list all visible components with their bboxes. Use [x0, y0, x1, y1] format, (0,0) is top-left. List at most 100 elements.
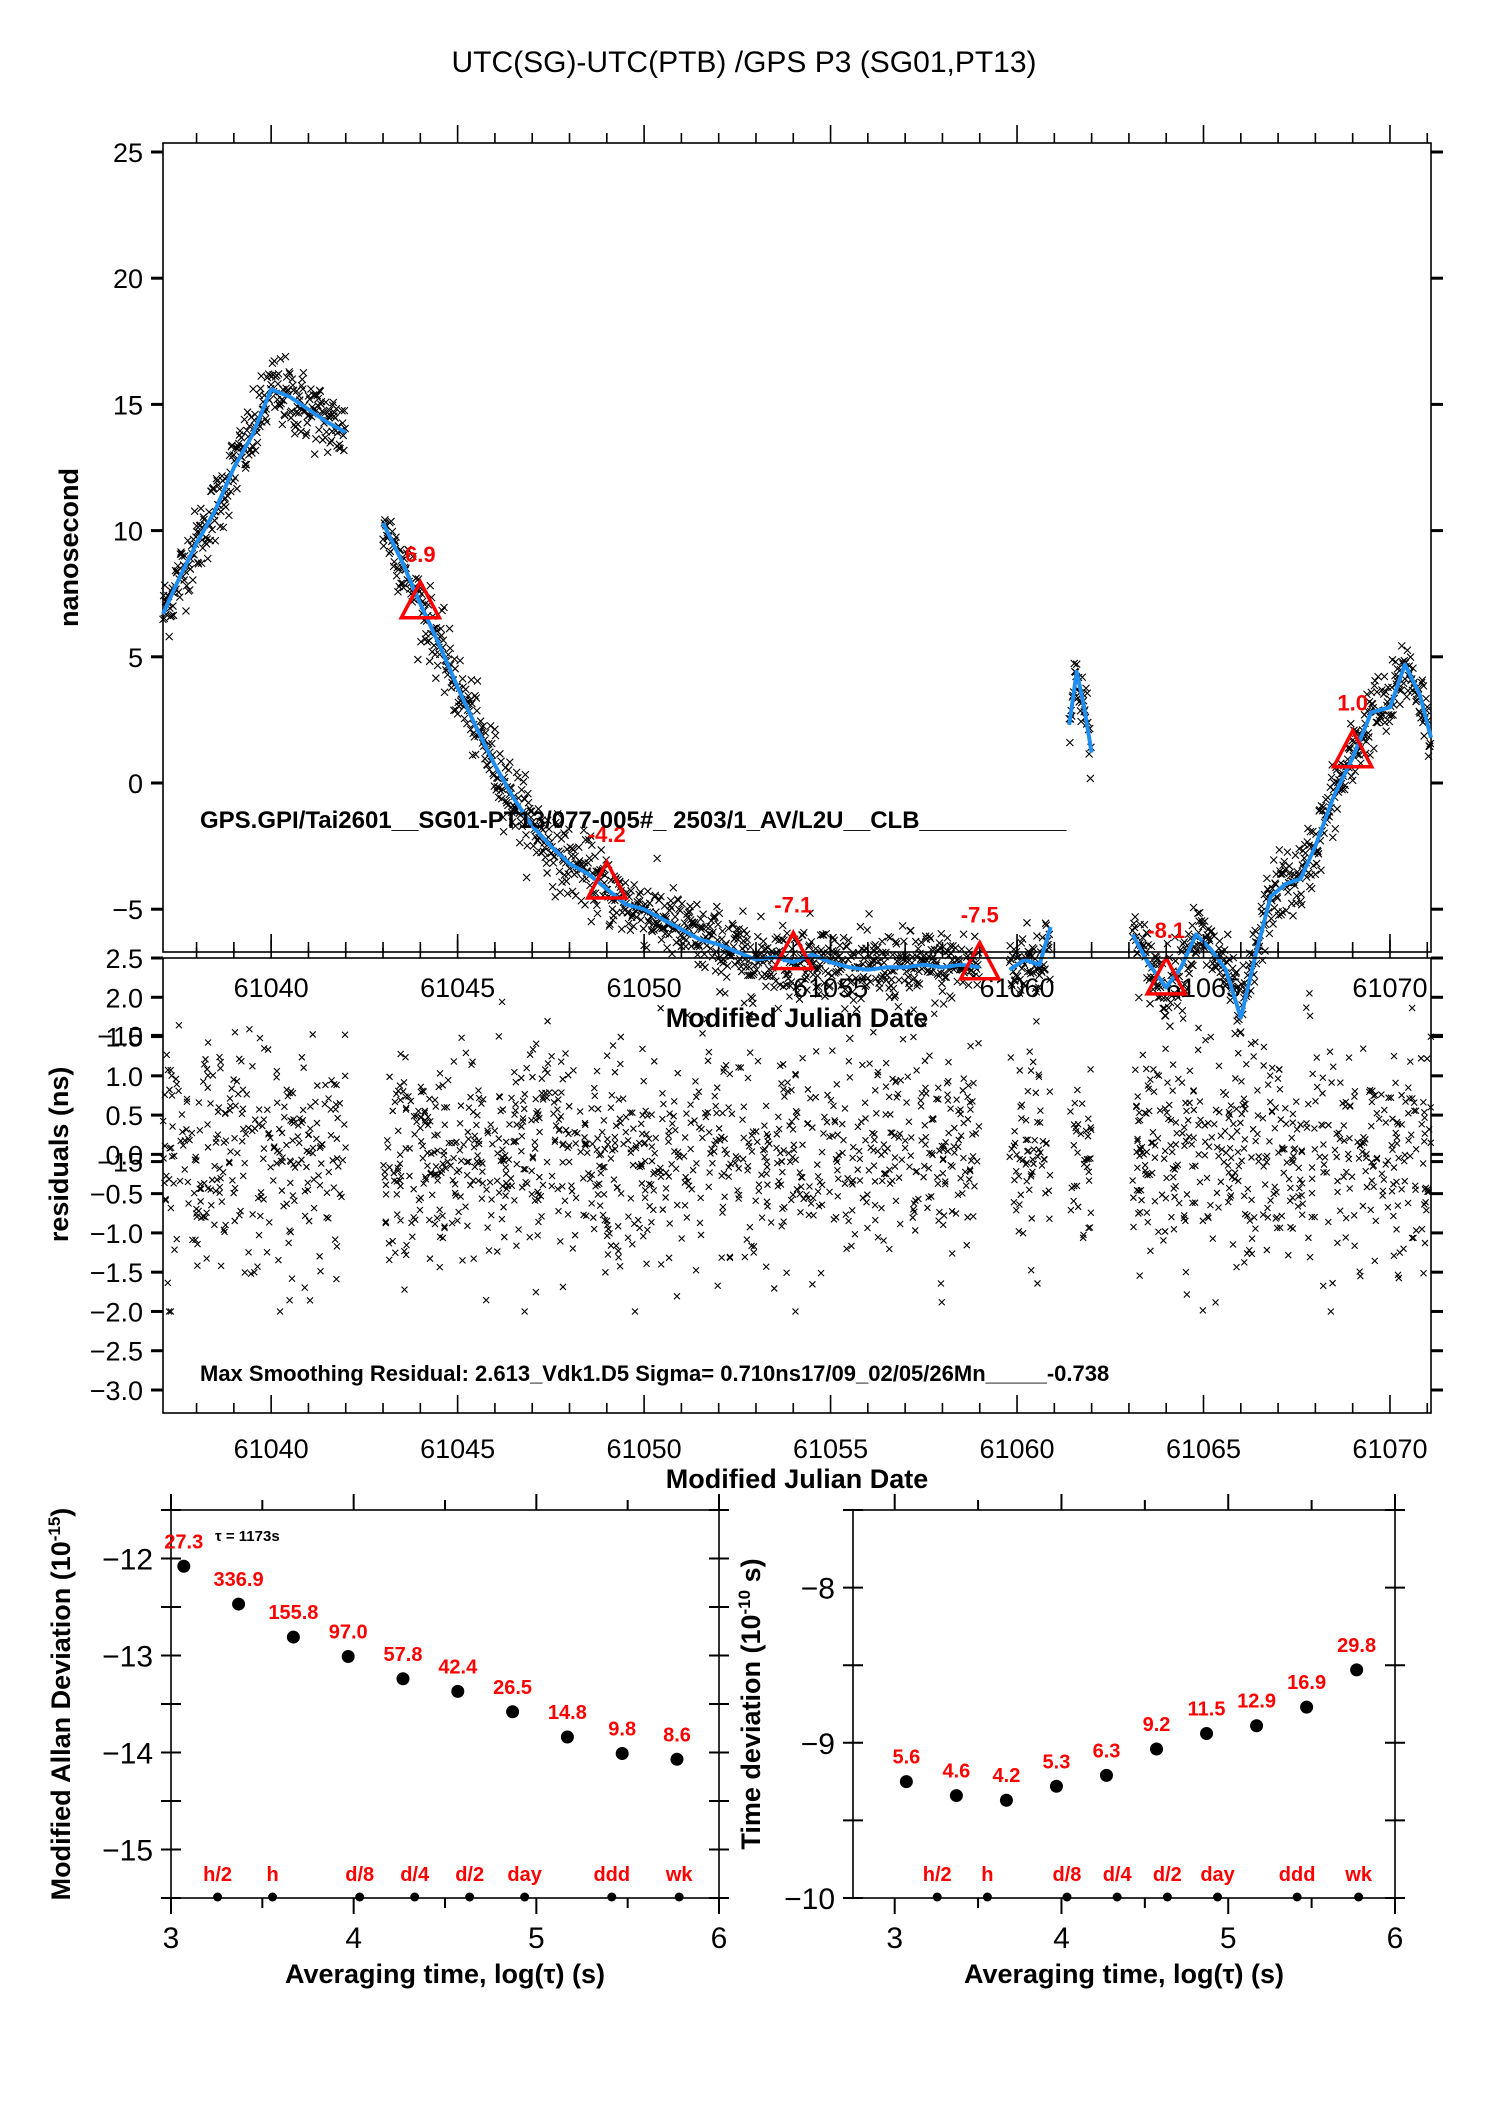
residual-point [687, 1119, 695, 1127]
data-point [797, 980, 806, 988]
data-point [819, 931, 828, 939]
residual-point [184, 1178, 192, 1186]
residual-point [384, 1144, 392, 1151]
data-point [518, 822, 527, 831]
residual-point [603, 1221, 611, 1229]
residual-point [260, 1145, 268, 1153]
residual-point [212, 1139, 220, 1146]
residual-point [610, 1176, 618, 1184]
data-point [678, 899, 686, 908]
residual-point [456, 1146, 464, 1154]
residual-point [799, 1054, 806, 1062]
residual-point [683, 1110, 690, 1118]
data-point [973, 980, 982, 989]
residual-point [744, 1074, 752, 1082]
data-point [887, 975, 896, 984]
residual-point [498, 1215, 506, 1223]
residual-point [1326, 1048, 1334, 1056]
deviation-point [177, 1559, 191, 1573]
residual-point [880, 1237, 888, 1244]
data-point [724, 924, 733, 933]
residual-point [1246, 1217, 1254, 1225]
data-point [1086, 774, 1095, 783]
residual-point [432, 1163, 440, 1170]
residual-point [877, 1151, 885, 1159]
residual-point [231, 1217, 239, 1225]
residual-point [962, 1182, 970, 1189]
residual-point [952, 1210, 960, 1217]
residual-point [1394, 1120, 1402, 1128]
residual-point [763, 1170, 770, 1178]
residual-point [1264, 1204, 1271, 1212]
residual-point [203, 1065, 211, 1073]
data-point [417, 637, 425, 646]
x-axis-title: Modified Julian Date [666, 1003, 929, 1033]
data-point [671, 912, 680, 921]
data-point [878, 948, 887, 957]
data-point [329, 398, 338, 407]
residual-point [229, 1176, 236, 1184]
residual-point [1320, 1141, 1327, 1148]
residual-point [882, 1170, 890, 1178]
residual-point [1336, 1135, 1344, 1143]
residual-point [1083, 1163, 1091, 1171]
residual-point [436, 1206, 444, 1214]
residual-point [298, 1119, 305, 1127]
residual-point [317, 1267, 324, 1275]
data-point [586, 832, 595, 841]
data-point [190, 507, 199, 516]
data-point [515, 838, 524, 847]
residual-point [385, 1239, 393, 1247]
point-label: 97.0 [329, 1621, 368, 1643]
residual-point [728, 1110, 736, 1118]
residual-point [774, 1113, 782, 1121]
data-point [964, 981, 973, 989]
residual-point [707, 1150, 714, 1157]
data-point [1018, 935, 1027, 943]
residual-point [638, 1162, 646, 1170]
residual-point [1252, 1137, 1260, 1145]
residual-point [790, 1141, 798, 1149]
data-point [563, 889, 572, 898]
data-point [321, 398, 330, 407]
residual-point [1137, 1186, 1145, 1194]
residual-point [486, 1178, 494, 1186]
residual-point [891, 1163, 899, 1170]
data-point [957, 945, 966, 954]
residual-point [846, 1073, 854, 1081]
residual-point [1245, 1246, 1253, 1254]
residual-point [1272, 1215, 1280, 1222]
residual-point [745, 1142, 753, 1150]
data-point [881, 948, 890, 957]
residual-point [1385, 1094, 1392, 1102]
residual-point [792, 1308, 799, 1315]
residual-point [748, 1148, 756, 1155]
data-point [921, 932, 930, 941]
residual-point [750, 1243, 758, 1250]
residual-point [411, 1130, 419, 1138]
marker-label: -7.1 [774, 893, 812, 918]
reference-mark [1062, 1892, 1072, 1902]
residual-point [1248, 1250, 1256, 1258]
residual-point [708, 1145, 716, 1153]
residual-point [660, 1100, 667, 1108]
residual-point [670, 1112, 678, 1120]
data-point [925, 932, 934, 941]
residual-point [1136, 1208, 1144, 1216]
residual-point [1191, 1162, 1199, 1170]
residual-point [394, 1164, 402, 1172]
residual-point [1073, 1182, 1081, 1190]
data-point [701, 963, 709, 972]
residual-point [721, 989, 729, 997]
data-point [498, 785, 507, 794]
residual-point [583, 1149, 591, 1157]
data-point [160, 614, 169, 623]
x-axis-title: Averaging time, log(τ) (s) [285, 1959, 605, 1989]
residual-point [473, 1121, 480, 1129]
data-point [339, 446, 348, 455]
residual-point [447, 1162, 454, 1169]
residual-point [396, 1082, 404, 1089]
point-label: 16.9 [1287, 1672, 1326, 1694]
residual-point [317, 1160, 325, 1167]
